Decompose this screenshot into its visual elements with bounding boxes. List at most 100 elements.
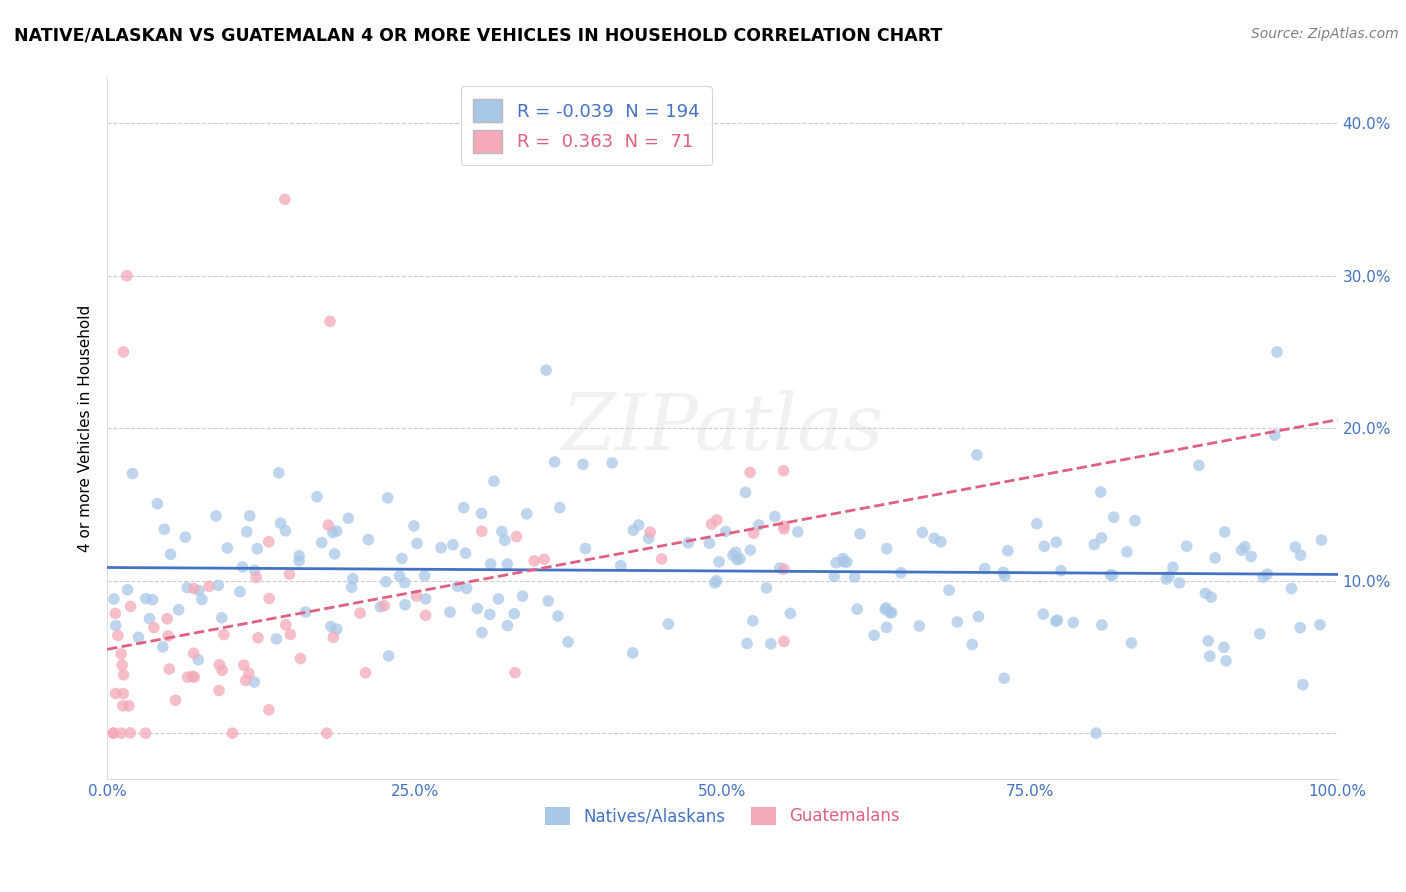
Point: [1240, 549, 1263, 564]
Point: [405, 589, 427, 603]
Point: [1046, 613, 1069, 627]
Point: [135, 591, 157, 606]
Point: [1045, 535, 1067, 549]
Point: [993, 566, 1015, 580]
Point: [471, 625, 494, 640]
Point: [167, 603, 190, 617]
Point: [322, 630, 344, 644]
Point: [700, 517, 723, 532]
Point: [208, 657, 231, 672]
Point: [138, 611, 160, 625]
Point: [157, 662, 180, 676]
Point: [574, 541, 596, 556]
Point: [229, 584, 252, 599]
Point: [1083, 537, 1105, 551]
Point: [638, 525, 661, 540]
Point: [212, 627, 235, 641]
Point: [103, 592, 125, 607]
Point: [280, 627, 302, 641]
Point: [610, 558, 633, 573]
Point: [494, 533, 516, 548]
Point: [534, 363, 557, 377]
Point: [406, 536, 429, 550]
Point: [946, 615, 969, 629]
Point: [174, 530, 197, 544]
Point: [1284, 540, 1306, 554]
Point: [441, 538, 464, 552]
Point: [415, 608, 437, 623]
Point: [205, 508, 228, 523]
Point: [1197, 633, 1219, 648]
Point: [165, 693, 187, 707]
Point: [176, 581, 198, 595]
Point: [337, 511, 360, 525]
Point: [187, 583, 209, 598]
Point: [394, 575, 416, 590]
Point: [377, 491, 399, 505]
Point: [354, 665, 377, 680]
Point: [1045, 614, 1067, 628]
Point: [267, 466, 290, 480]
Point: [876, 541, 898, 556]
Point: [706, 513, 728, 527]
Point: [288, 549, 311, 563]
Point: [706, 574, 728, 588]
Point: [374, 574, 396, 589]
Point: [503, 607, 526, 621]
Point: [960, 638, 983, 652]
Point: [319, 314, 342, 328]
Point: [294, 605, 316, 619]
Point: [537, 594, 560, 608]
Point: [257, 703, 280, 717]
Point: [1175, 539, 1198, 553]
Point: [1050, 564, 1073, 578]
Point: [274, 524, 297, 538]
Point: [120, 726, 142, 740]
Point: [311, 535, 333, 549]
Point: [699, 536, 721, 550]
Point: [103, 726, 125, 740]
Point: [1249, 627, 1271, 641]
Point: [243, 563, 266, 577]
Point: [207, 578, 229, 592]
Point: [1309, 617, 1331, 632]
Point: [725, 552, 748, 566]
Point: [247, 631, 270, 645]
Point: [232, 658, 254, 673]
Point: [879, 606, 901, 620]
Point: [1102, 510, 1125, 524]
Point: [1123, 514, 1146, 528]
Point: [533, 552, 555, 566]
Point: [496, 618, 519, 632]
Point: [714, 524, 737, 539]
Point: [1168, 575, 1191, 590]
Point: [152, 640, 174, 654]
Point: [1289, 548, 1312, 562]
Point: [446, 579, 468, 593]
Point: [159, 548, 181, 562]
Point: [1233, 540, 1256, 554]
Point: [512, 589, 534, 603]
Legend: Natives/Alaskans, Guatemalans: Natives/Alaskans, Guatemalans: [537, 798, 908, 834]
Point: [1230, 543, 1253, 558]
Point: [157, 629, 180, 643]
Point: [211, 663, 233, 677]
Point: [880, 606, 903, 620]
Point: [146, 497, 169, 511]
Y-axis label: 4 or more Vehicles in Household: 4 or more Vehicles in Household: [79, 304, 93, 552]
Point: [211, 611, 233, 625]
Point: [482, 474, 505, 488]
Point: [245, 570, 267, 584]
Point: [121, 467, 143, 481]
Point: [911, 525, 934, 540]
Point: [104, 686, 127, 700]
Point: [112, 345, 135, 359]
Point: [724, 545, 747, 559]
Point: [875, 601, 897, 615]
Point: [1159, 569, 1181, 583]
Point: [908, 619, 931, 633]
Point: [997, 543, 1019, 558]
Point: [503, 665, 526, 680]
Point: [1289, 621, 1312, 635]
Point: [938, 583, 960, 598]
